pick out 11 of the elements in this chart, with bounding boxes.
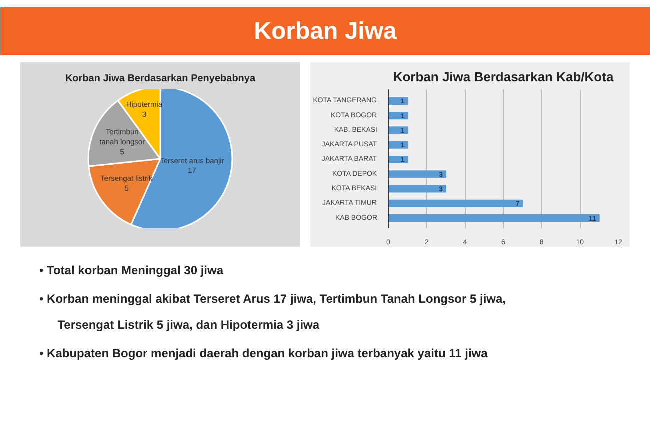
text: • Kabupaten Bogor menjadi daerah dengan korban jiwa terbanyak yaitu 11 jiwa <box>40 346 488 361</box>
chart-title: Korban Jiwa Berdasarkan Kab/Kota <box>393 70 614 84</box>
text: • Total korban Meninggal 30 jiwa <box>40 264 224 278</box>
bar <box>388 170 446 178</box>
chart-title: Korban Jiwa Berdasarkan Penyebabnya <box>65 74 256 84</box>
bar <box>388 214 600 222</box>
text: • Korban meninggal akibat Terseret Arus 17 jiwa, Tertimbun Tanah Longsor 5 jiwa, Tersengat Listrik 5 jiwa, dan Hipotermia 3 jiwa <box>40 292 506 332</box>
bar <box>388 126 408 134</box>
text: Korban Jiwa <box>254 18 398 45</box>
bar <box>388 200 524 208</box>
bar <box>388 185 446 193</box>
